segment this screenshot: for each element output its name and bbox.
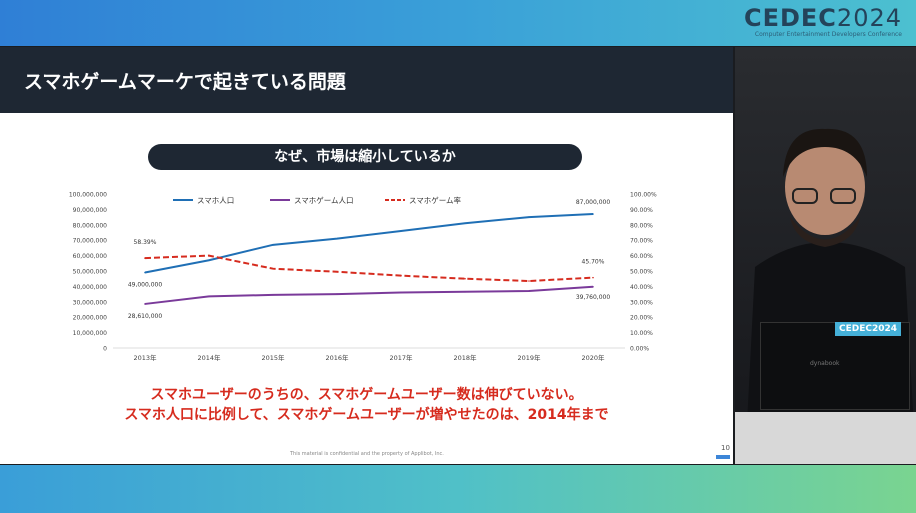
- left-axis-tick: 90,000,000: [73, 207, 108, 214]
- series-line-1: [144, 285, 594, 305]
- data-point: [144, 303, 146, 305]
- left-axis-tick: 30,000,000: [73, 299, 108, 306]
- left-axis-tick: 60,000,000: [73, 253, 108, 260]
- data-point: [592, 213, 594, 215]
- x-axis-tick: 2018年: [453, 353, 477, 362]
- data-point: [400, 291, 402, 294]
- right-axis-tick: 100.00%: [630, 192, 657, 199]
- data-point: [272, 294, 274, 296]
- series-line-2: [144, 254, 594, 283]
- series-line-0: [144, 213, 594, 274]
- right-axis-tick: 60.00%: [630, 253, 653, 260]
- right-axis-tick: 50.00%: [630, 269, 653, 276]
- data-point: [400, 274, 402, 277]
- data-label: 45.70%: [582, 259, 605, 266]
- top-banner: CEDEC2024 Computer Entertainment Develop…: [0, 0, 916, 46]
- data-point: [592, 276, 594, 279]
- data-point: [528, 290, 530, 292]
- legend-label: スマホゲーム率: [409, 195, 462, 205]
- x-axis-tick: 2015年: [261, 353, 285, 362]
- right-axis-tick: 80.00%: [630, 222, 653, 229]
- page-number: 10: [721, 444, 730, 452]
- data-label: 58.39%: [134, 239, 157, 246]
- data-point: [528, 216, 530, 218]
- message-line: スマホユーザーのうちの、スマホゲームユーザー数は伸びていない。: [150, 387, 583, 403]
- x-axis-tick: 2014年: [197, 353, 221, 362]
- data-label: 49,000,000: [128, 282, 163, 289]
- right-axis-tick: 0.00%: [630, 346, 649, 353]
- data-point: [208, 259, 210, 262]
- line-chart: 0 10,000,000 20,000,000 30,000,000 40,000,00…: [69, 192, 657, 363]
- right-axis-tick: 30.00%: [630, 299, 653, 306]
- message-line: スマホ人口に比例して、スマホゲームユーザーが増やせたのは、2014年まで: [124, 407, 609, 423]
- data-point: [144, 257, 146, 259]
- left-axis-tick: 50,000,000: [73, 269, 108, 276]
- slide-subtitle: なぜ、市場は縮小しているか: [148, 144, 582, 170]
- left-axis-tick: 80,000,000: [73, 222, 108, 229]
- x-axis-tick: 2019年: [517, 353, 541, 362]
- data-point: [336, 293, 338, 295]
- right-axis-tick: 20.00%: [630, 315, 653, 322]
- left-axis-tick: 100,000,000: [69, 192, 107, 199]
- data-point: [336, 270, 338, 273]
- data-point: [464, 290, 466, 293]
- left-axis-tick: 20,000,000: [73, 315, 108, 322]
- data-point: [208, 295, 210, 298]
- data-point: [592, 285, 594, 288]
- slide-title: スマホゲームマーケで起きている問題: [24, 71, 346, 93]
- legend-label: スマホゲーム人口: [294, 196, 354, 205]
- data-point: [272, 244, 274, 246]
- laptop-sticker: CEDEC2024: [835, 322, 901, 336]
- confidential-footer: This material is confidential and the pr…: [290, 451, 444, 457]
- legend-label: スマホ人口: [197, 196, 234, 205]
- data-label: 87,000,000: [576, 199, 611, 206]
- x-axis-tick: 2017年: [389, 353, 413, 362]
- data-label: 39,760,000: [576, 294, 611, 301]
- right-axis-tick: 90.00%: [630, 207, 653, 214]
- data-point: [464, 277, 466, 280]
- key-message: スマホユーザーのうちの、スマホゲームユーザー数は伸びていない。 スマホ人口に比例…: [0, 385, 733, 425]
- right-axis-tick: 70.00%: [630, 238, 653, 245]
- x-axis-tick: 2013年: [133, 353, 157, 362]
- data-point: [400, 230, 402, 232]
- data-point: [464, 222, 466, 225]
- data-point: [272, 267, 274, 270]
- data-label: 28,610,000: [128, 313, 163, 320]
- cedec-logo: CEDEC2024 Computer Entertainment Develop…: [743, 4, 902, 38]
- data-point: [336, 237, 338, 240]
- right-axis-tick: 40.00%: [630, 284, 653, 291]
- page-indicator: [716, 455, 730, 459]
- laptop-brand: dynabook: [810, 360, 840, 367]
- data-point: [528, 280, 530, 282]
- bottom-banner: [0, 465, 916, 513]
- x-axis-tick: 2016年: [325, 353, 349, 362]
- data-point: [208, 254, 210, 257]
- presentation-slide: スマホゲームマーケで起きている問題 なぜ、市場は縮小しているか 0 10,000,…: [0, 47, 733, 464]
- right-axis-tick: 10.00%: [630, 330, 653, 337]
- data-point: [144, 271, 146, 274]
- podium: [735, 412, 916, 464]
- left-axis-tick: 40,000,000: [73, 284, 108, 291]
- x-axis-tick: 2020年: [581, 353, 605, 362]
- left-axis-tick: 10,000,000: [73, 330, 108, 337]
- left-axis-tick: 0: [103, 346, 107, 353]
- left-axis-tick: 70,000,000: [73, 238, 108, 245]
- slide-header: スマホゲームマーケで起きている問題: [0, 47, 733, 113]
- laptop: [760, 322, 910, 410]
